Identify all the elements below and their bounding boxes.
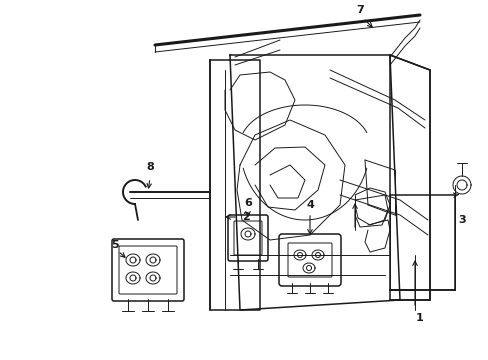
Text: 5: 5 xyxy=(111,240,119,250)
Text: 8: 8 xyxy=(146,162,154,172)
Text: 7: 7 xyxy=(355,5,363,15)
Text: 2: 2 xyxy=(242,212,249,222)
Text: 3: 3 xyxy=(457,215,465,225)
Text: 6: 6 xyxy=(244,198,251,208)
Text: 4: 4 xyxy=(305,200,313,210)
Text: 1: 1 xyxy=(415,313,423,323)
